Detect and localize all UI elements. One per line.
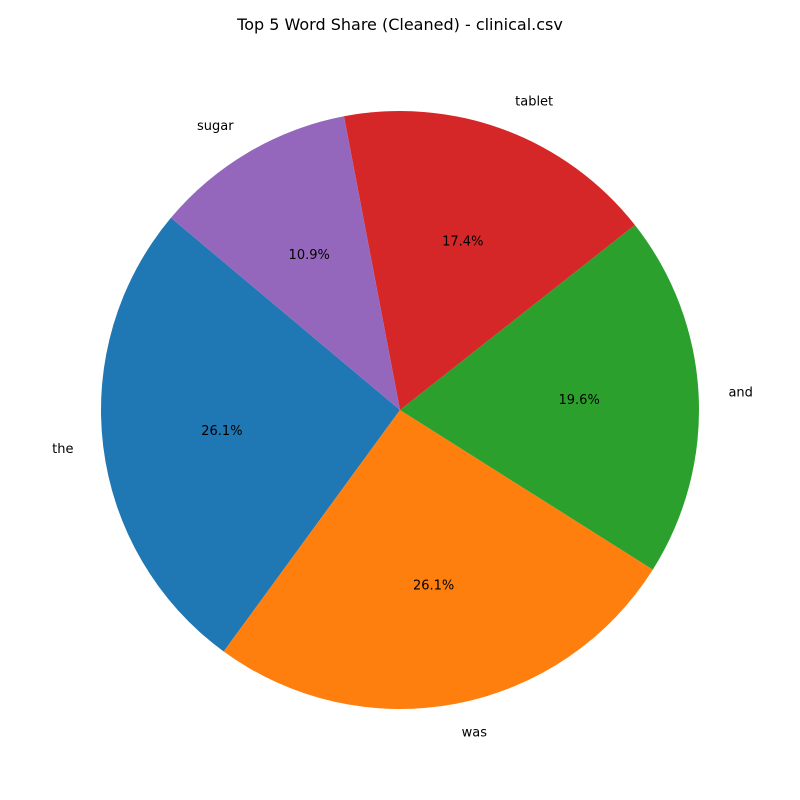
pie-slice-tablet bbox=[343, 111, 635, 410]
slice-value-and: 19.6% bbox=[559, 393, 600, 408]
slice-label-sugar: sugar bbox=[197, 119, 234, 134]
pie-slice-sugar bbox=[170, 116, 400, 410]
slice-value-sugar: 10.9% bbox=[289, 248, 330, 263]
pie-slice-the bbox=[100, 217, 400, 652]
pie-labels: the 26.1% was 26.1% and 19.6% tablet 17.4% sugar… bbox=[52, 94, 753, 740]
slice-label-the: the bbox=[52, 442, 73, 457]
slice-value-tablet: 17.4% bbox=[442, 234, 483, 249]
slice-label-was: was bbox=[462, 726, 488, 741]
slice-value-the: 26.1% bbox=[201, 424, 242, 439]
pie-slice-and bbox=[400, 225, 699, 570]
pie-slices bbox=[100, 111, 699, 709]
slice-label-and: and bbox=[728, 385, 752, 400]
chart-title: Top 5 Word Share (Cleaned) - clinical.cs… bbox=[236, 15, 563, 34]
pie-slice-was bbox=[223, 410, 653, 709]
slice-label-tablet: tablet bbox=[515, 94, 553, 109]
slice-value-was: 26.1% bbox=[413, 579, 454, 594]
